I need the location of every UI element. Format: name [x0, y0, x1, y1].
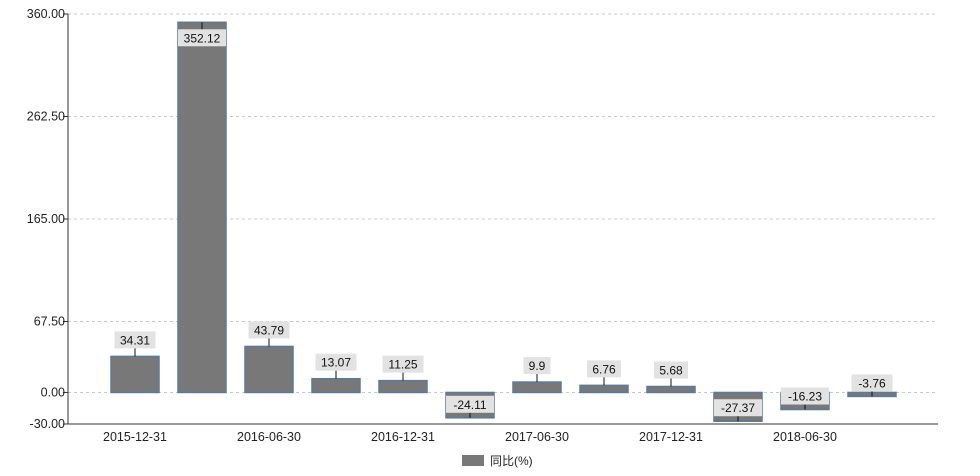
y-tick-label: 0.00 [41, 385, 65, 399]
y-tick-label: 165.00 [27, 212, 65, 226]
data-label: 6.76 [592, 362, 616, 376]
bar[interactable] [110, 355, 160, 394]
data-label-box [654, 361, 688, 379]
bar[interactable] [311, 377, 361, 394]
bar[interactable] [579, 384, 629, 394]
data-label: -3.76 [858, 376, 886, 390]
data-label: 11.25 [388, 358, 417, 372]
data-label-box [851, 374, 893, 392]
data-label-box [382, 355, 424, 373]
x-tick-label: 2018-06-30 [773, 430, 837, 444]
data-label: 352.12 [184, 31, 221, 45]
data-label: 34.31 [120, 333, 150, 347]
data-label: 5.68 [659, 363, 683, 377]
data-labels: 34.31 352.12 43.79 13.07 11.25 -24.11 9.9 6.76 5… [114, 22, 893, 422]
x-tick-label: 2016-06-30 [237, 430, 301, 444]
data-label-box [714, 399, 762, 417]
data-label-box [114, 331, 156, 349]
y-tick-label: 262.50 [27, 110, 65, 124]
bar[interactable] [244, 345, 294, 394]
data-label-box [781, 387, 829, 405]
bars [110, 21, 897, 422]
bar[interactable] [177, 21, 227, 394]
data-label: 43.79 [254, 323, 284, 337]
legend-label: 同比(%) [490, 454, 533, 468]
data-label: 13.07 [321, 356, 351, 370]
bar[interactable] [378, 379, 428, 394]
data-label-box [315, 353, 357, 371]
x-tick-label: 2015-12-31 [103, 430, 167, 444]
data-label: -24.11 [453, 398, 486, 412]
x-tick-label: 2017-06-30 [505, 430, 569, 444]
x-tick-label: 2016-12-31 [371, 430, 435, 444]
bar[interactable] [512, 381, 562, 394]
data-label-box [178, 29, 226, 47]
data-label: -16.23 [788, 390, 822, 404]
y-tick-label: 360.00 [27, 7, 65, 21]
data-label-box [248, 321, 290, 339]
y-tick-label: -30.00 [30, 417, 65, 431]
y-tick-label: 67.50 [34, 315, 65, 329]
axes: -30.00 0.00 67.50 165.00 262.50 360.00 2015-12… [27, 7, 938, 444]
data-label-box [587, 360, 621, 378]
data-label: -27.37 [721, 401, 755, 415]
legend-swatch [462, 455, 484, 466]
legend: 同比(%) [462, 454, 533, 468]
data-label-box [523, 357, 551, 375]
x-tick-label: 2017-12-31 [639, 430, 703, 444]
data-label-box [446, 395, 494, 413]
bar[interactable] [646, 385, 696, 394]
data-label: 9.9 [529, 359, 546, 373]
